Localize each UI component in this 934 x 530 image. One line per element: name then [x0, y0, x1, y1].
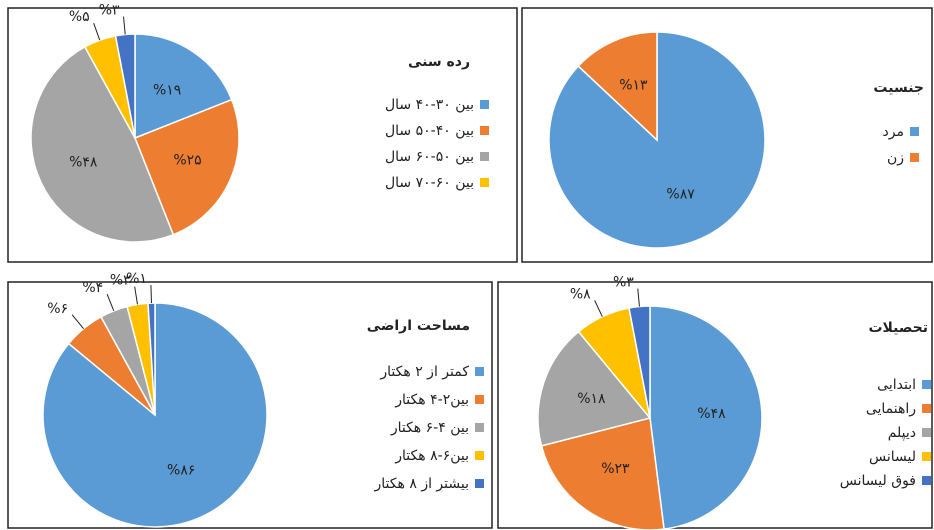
legend-label: فوق لیسانس [840, 473, 916, 489]
data-label: %۴ [82, 280, 103, 296]
legend-label: لیسانس [869, 449, 916, 465]
data-label: %۸۷ [666, 187, 695, 203]
legend-swatch [475, 479, 484, 488]
data-label: %۶ [47, 301, 68, 317]
legend-label: بیشتر از ۸ هکتار [374, 476, 469, 492]
legend-label: بین ۴۰-۵۰ سال [385, 123, 474, 139]
legend-swatch [480, 100, 489, 109]
leader-line [151, 285, 152, 303]
legend-label: بین ۳۰-۴۰ سال [385, 97, 474, 113]
legend-label: دیپلم [888, 425, 916, 441]
legend-swatch [480, 126, 489, 135]
legend-label: بین ۴-۶ هکتار [390, 420, 469, 436]
legend-swatch [910, 127, 919, 136]
legend-swatch [922, 476, 931, 485]
legend-title: مساحت اراضی [367, 318, 470, 334]
data-label: %۳ [99, 3, 120, 19]
figure: %۱۹ %۲۵ %۴۸ %۵ %۳ رده سنی بین ۳۰-۴۰ سال بین ۴۰-… [0, 0, 934, 530]
legend-swatch [475, 395, 484, 404]
legend-swatch [475, 451, 484, 460]
data-label: %۱۸ [577, 391, 606, 407]
data-label: %۸۶ [167, 463, 195, 479]
data-label: %۴۸ [697, 406, 726, 422]
leader-line [638, 289, 640, 307]
legend-swatch [480, 152, 489, 161]
leader-line [595, 300, 603, 316]
leader-line [107, 294, 114, 311]
data-label: %۵ [69, 9, 90, 25]
leader-line [124, 17, 126, 35]
legend-label: بین ۶۰-۷۰ سال [385, 175, 474, 191]
legend-swatch [475, 367, 484, 376]
legend-label: ابتدایی [877, 377, 916, 393]
legend-title: رده سنی [408, 54, 470, 70]
legend-label: مرد [883, 124, 904, 140]
data-label: %۲۳ [601, 461, 630, 477]
data-label: %۱۹ [153, 83, 181, 99]
data-label: %۱ [126, 271, 147, 287]
leader-line [94, 23, 100, 40]
data-label: %۳ [613, 275, 634, 291]
legend-swatch [922, 428, 931, 437]
leader-line [72, 315, 83, 329]
legend-label: کمتر از ۲ هکتار [379, 364, 469, 380]
data-label: %۱۳ [619, 77, 648, 93]
legend-label: زن [887, 150, 904, 166]
data-label: %۲۵ [173, 153, 201, 169]
legend-label: راهنمایی [866, 401, 916, 417]
legend-swatch [922, 452, 931, 461]
legend-title: جنسیت [873, 80, 924, 96]
legend-swatch [922, 380, 931, 389]
legend-title: تحصیلات [868, 320, 928, 336]
legend-swatch [480, 178, 489, 187]
legend-label: بین۲-۴ هکتار [394, 392, 469, 408]
legend-label: بین ۵۰-۶۰ سال [385, 149, 474, 165]
legend-swatch [910, 153, 919, 162]
legend-label: بین۶-۸ هکتار [394, 448, 469, 464]
leader-line [135, 287, 138, 305]
legend-swatch [922, 404, 931, 413]
data-label: %۸ [570, 286, 591, 302]
data-label: %۴۸ [69, 154, 98, 170]
legend-swatch [475, 423, 484, 432]
